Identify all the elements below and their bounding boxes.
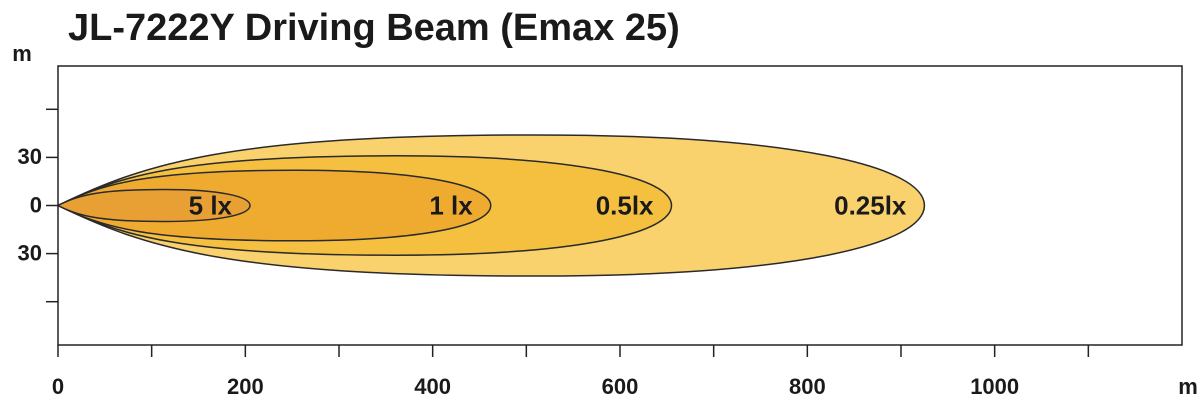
chart-title: JL-7222Y Driving Beam (Emax 25)	[68, 7, 680, 49]
x-tick-label: 600	[602, 374, 639, 399]
contour-label: 1 lx	[429, 190, 473, 220]
contour	[56, 169, 492, 242]
y-tick-label: 30	[18, 144, 42, 169]
x-axis-label: m	[1178, 374, 1198, 399]
contour-label: 5 lx	[189, 190, 233, 220]
x-tick-label: 1000	[970, 374, 1019, 399]
x-tick-label: 400	[414, 374, 451, 399]
y-tick-label: 30	[18, 240, 42, 265]
contour-label: 0.25lx	[834, 190, 907, 220]
y-axis-label: m	[12, 41, 32, 66]
y-tick-label: 0	[30, 192, 42, 217]
x-tick-label: 0	[52, 374, 64, 399]
contour-label: 0.5lx	[596, 190, 654, 220]
x-tick-label: 200	[227, 374, 264, 399]
x-tick-label: 800	[789, 374, 826, 399]
contour	[56, 188, 251, 223]
